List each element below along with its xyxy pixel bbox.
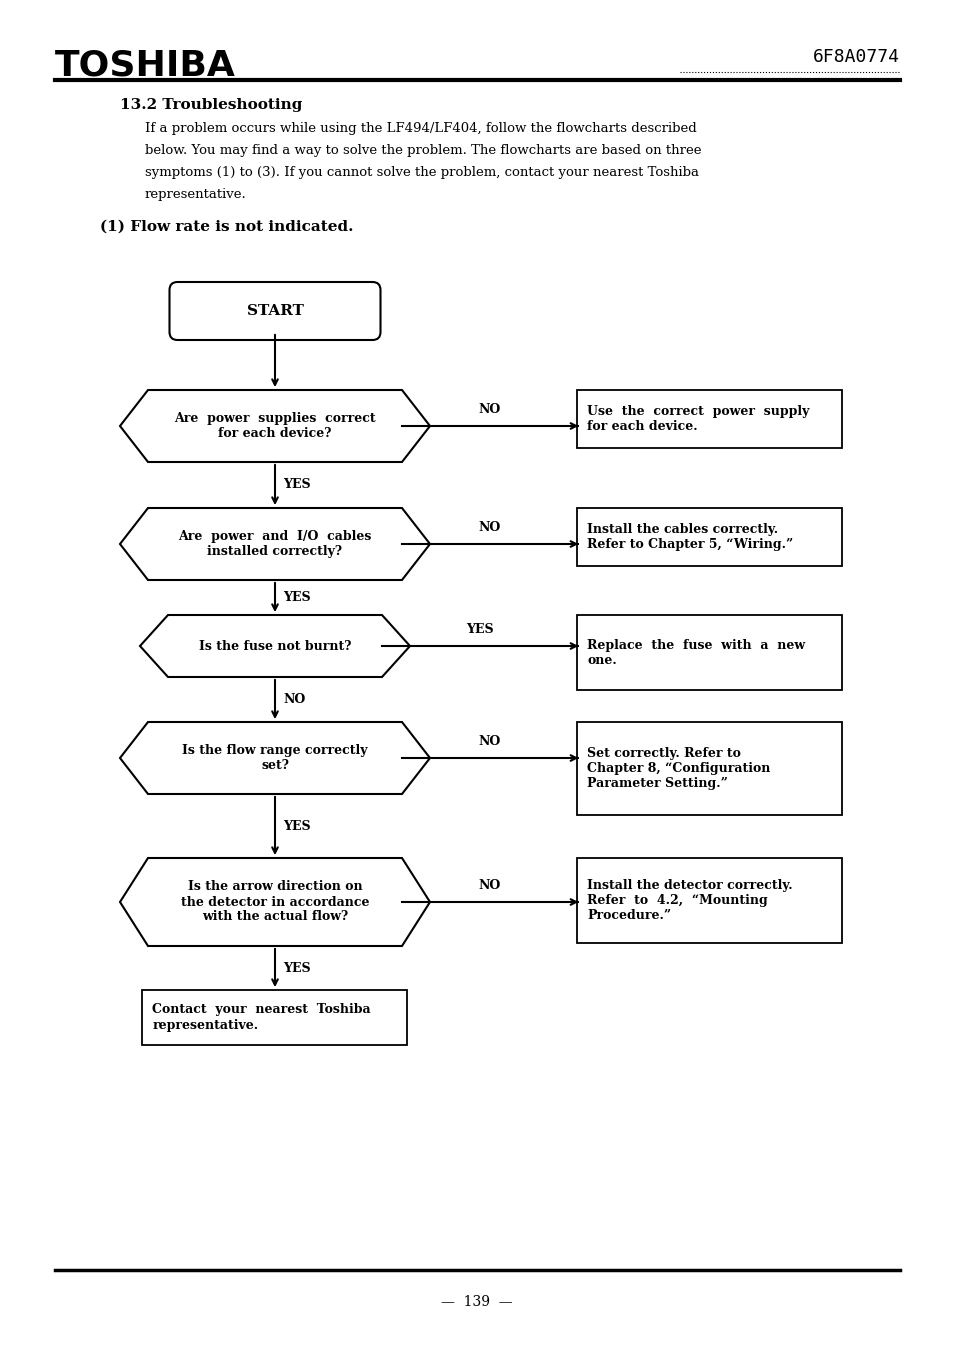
Text: START: START [246, 304, 303, 317]
Text: Install the detector correctly.
Refer  to  4.2,  “Mounting
Procedure.”: Install the detector correctly. Refer to… [587, 880, 792, 921]
Text: YES: YES [283, 478, 311, 492]
Text: Is the arrow direction on
the detector in accordance
with the actual flow?: Is the arrow direction on the detector i… [180, 881, 369, 924]
Text: Is the fuse not burnt?: Is the fuse not burnt? [198, 639, 351, 653]
Text: YES: YES [283, 820, 311, 832]
Polygon shape [140, 615, 410, 677]
Polygon shape [120, 508, 430, 580]
Text: NO: NO [478, 521, 500, 534]
Text: NO: NO [478, 403, 500, 416]
Text: —  139  —: — 139 — [440, 1296, 513, 1309]
FancyBboxPatch shape [577, 508, 841, 566]
Text: (1) Flow rate is not indicated.: (1) Flow rate is not indicated. [100, 220, 354, 234]
Text: NO: NO [478, 735, 500, 748]
Text: NO: NO [478, 880, 500, 892]
Text: TOSHIBA: TOSHIBA [55, 49, 235, 82]
Text: YES: YES [465, 623, 493, 636]
FancyBboxPatch shape [577, 390, 841, 449]
Polygon shape [120, 721, 430, 794]
Text: Is the flow range correctly
set?: Is the flow range correctly set? [182, 744, 367, 771]
FancyBboxPatch shape [577, 615, 841, 690]
Text: Contact  your  nearest  Toshiba
representative.: Contact your nearest Toshiba representat… [152, 1004, 371, 1032]
Text: Replace  the  fuse  with  a  new
one.: Replace the fuse with a new one. [587, 639, 804, 666]
FancyBboxPatch shape [577, 858, 841, 943]
Text: Install the cables correctly.
Refer to Chapter 5, “Wiring.”: Install the cables correctly. Refer to C… [587, 523, 793, 551]
Text: Are  power  supplies  correct
for each device?: Are power supplies correct for each devi… [174, 412, 375, 440]
Text: 6F8A0774: 6F8A0774 [812, 49, 899, 66]
Text: representative.: representative. [145, 188, 247, 201]
FancyBboxPatch shape [577, 721, 841, 815]
Text: 13.2 Troubleshooting: 13.2 Troubleshooting [120, 99, 302, 112]
Text: Use  the  correct  power  supply
for each device.: Use the correct power supply for each de… [587, 405, 809, 434]
Polygon shape [120, 390, 430, 462]
Text: Are  power  and  I/O  cables
installed correctly?: Are power and I/O cables installed corre… [178, 530, 372, 558]
Text: NO: NO [283, 693, 305, 707]
Text: below. You may find a way to solve the problem. The flowcharts are based on thre: below. You may find a way to solve the p… [145, 145, 700, 157]
Text: symptoms (1) to (3). If you cannot solve the problem, contact your nearest Toshi: symptoms (1) to (3). If you cannot solve… [145, 166, 699, 178]
Text: YES: YES [283, 590, 311, 604]
FancyBboxPatch shape [142, 990, 407, 1046]
Polygon shape [120, 858, 430, 946]
Text: Set correctly. Refer to
Chapter 8, “Configuration
Parameter Setting.”: Set correctly. Refer to Chapter 8, “Conf… [587, 747, 770, 790]
FancyBboxPatch shape [170, 282, 380, 340]
Text: YES: YES [283, 962, 311, 974]
Text: If a problem occurs while using the LF494/LF404, follow the flowcharts described: If a problem occurs while using the LF49… [145, 122, 696, 135]
